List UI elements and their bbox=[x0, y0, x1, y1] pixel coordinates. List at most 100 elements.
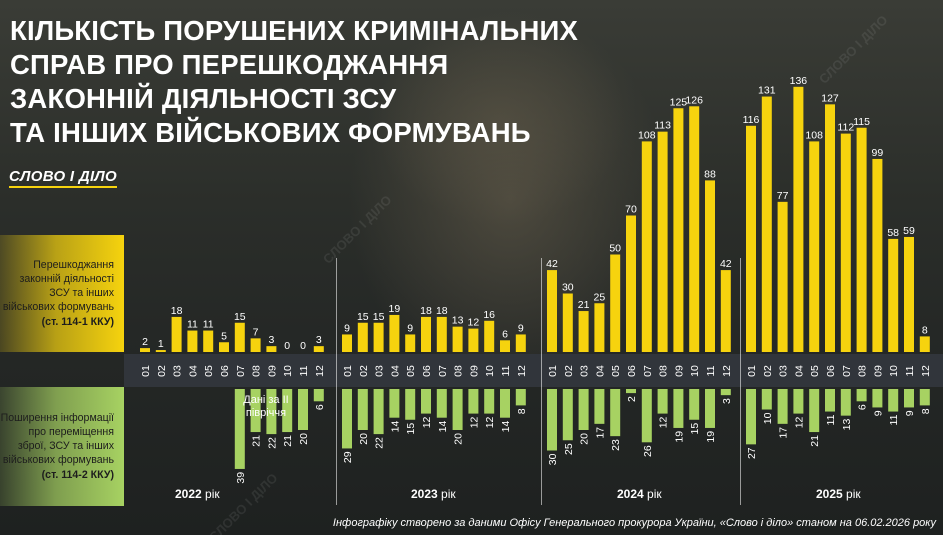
bar-114-1 bbox=[140, 348, 150, 352]
bar-114-1 bbox=[342, 334, 352, 352]
bar-114-1 bbox=[673, 108, 684, 352]
bar-value-label: 115 bbox=[853, 116, 870, 128]
bar-value-label: 25 bbox=[563, 443, 575, 455]
bar-value-label: 108 bbox=[805, 129, 823, 141]
bar-value-label: 9 bbox=[904, 410, 916, 416]
bar-value-label: 50 bbox=[609, 243, 621, 255]
month-tick-label: 03 bbox=[579, 365, 591, 377]
bar-value-label: 126 bbox=[685, 94, 703, 106]
bar-value-label: 19 bbox=[389, 303, 401, 315]
bar-value-label: 14 bbox=[389, 421, 401, 433]
title-line: ТА ІНШИХ ВІЙСЬКОВИХ ФОРМУВАНЬ bbox=[10, 117, 531, 148]
month-tick-label: 01 bbox=[140, 365, 152, 377]
month-tick-label: 11 bbox=[904, 365, 916, 376]
bar-114-2 bbox=[840, 389, 851, 416]
month-tick-label: 02 bbox=[762, 365, 774, 377]
month-tick-label: 09 bbox=[872, 365, 884, 377]
month-tick-label: 05 bbox=[203, 365, 215, 377]
bar-114-1 bbox=[641, 141, 652, 352]
month-tick-label: 03 bbox=[374, 365, 386, 377]
bar-114-1 bbox=[720, 270, 731, 352]
bar-114-1 bbox=[515, 334, 526, 352]
month-tick-label: 02 bbox=[563, 365, 575, 377]
bar-value-label: 15 bbox=[373, 311, 385, 323]
month-tick-label: 04 bbox=[389, 365, 401, 377]
bar-114-2 bbox=[562, 389, 573, 441]
month-tick-label: 07 bbox=[235, 365, 247, 377]
title-line: КІЛЬКІСТЬ ПОРУШЕНИХ КРИМІНАЛЬНИХ bbox=[10, 15, 579, 46]
bar-value-label: 116 bbox=[743, 114, 760, 126]
bar-value-label: 23 bbox=[610, 439, 622, 451]
bar-114-2 bbox=[373, 389, 384, 435]
month-tick-label: 06 bbox=[219, 365, 231, 377]
bar-value-label: 112 bbox=[837, 122, 854, 134]
bar-value-label: 6 bbox=[314, 404, 326, 410]
month-tick-label: 12 bbox=[314, 365, 326, 377]
bar-value-label: 11 bbox=[825, 414, 837, 425]
bar-114-2 bbox=[578, 389, 589, 430]
bar-114-1 bbox=[468, 328, 479, 352]
bar-114-2 bbox=[421, 389, 431, 414]
bar-value-label: 136 bbox=[790, 75, 808, 87]
month-tick-label: 09 bbox=[266, 365, 278, 377]
bar-114-1 bbox=[840, 133, 851, 352]
bar-114-2 bbox=[809, 389, 820, 433]
bar-114-1 bbox=[626, 215, 636, 352]
bar-value-label: 20 bbox=[453, 433, 465, 445]
bar-114-1 bbox=[689, 106, 700, 352]
bar-114-2 bbox=[761, 389, 772, 410]
bar-114-2 bbox=[342, 389, 352, 449]
bar-114-2 bbox=[872, 389, 883, 408]
bar-value-label: 15 bbox=[357, 311, 369, 323]
bar-114-2 bbox=[689, 389, 700, 420]
bar-value-label: 22 bbox=[266, 437, 278, 449]
bar-value-label: 6 bbox=[857, 404, 869, 410]
month-tick-label: 04 bbox=[793, 365, 805, 377]
bar-114-1 bbox=[436, 316, 447, 352]
bar-value-label: 29 bbox=[342, 451, 354, 463]
bar-114-1 bbox=[825, 104, 835, 352]
month-tick-label: 04 bbox=[187, 365, 199, 377]
bar-value-label: 12 bbox=[793, 416, 805, 428]
bar-value-label: 6 bbox=[502, 328, 508, 340]
bar-114-1 bbox=[187, 330, 198, 352]
bar-114-1 bbox=[155, 350, 166, 352]
bar-value-label: 18 bbox=[436, 305, 448, 317]
bar-value-label: 42 bbox=[546, 258, 558, 270]
title-line: СПРАВ ПРО ПЕРЕШКОДЖАННЯ bbox=[10, 49, 449, 80]
month-tick-label: 09 bbox=[468, 365, 480, 377]
bar-value-label: 17 bbox=[778, 427, 790, 439]
bar-114-2 bbox=[610, 389, 621, 437]
bar-114-1 bbox=[809, 141, 820, 352]
bar-value-label: 9 bbox=[872, 410, 884, 416]
month-tick-label: 10 bbox=[282, 365, 294, 377]
brand-logo: СЛОВО І ДІЛО bbox=[9, 168, 118, 188]
bar-value-label: 7 bbox=[253, 326, 259, 338]
bar-value-label: 18 bbox=[420, 305, 432, 317]
bar-114-1 bbox=[357, 322, 368, 352]
bar-value-label: 26 bbox=[642, 445, 654, 457]
bar-114-2 bbox=[720, 389, 731, 396]
bar-value-label: 15 bbox=[405, 423, 417, 435]
bar-114-1 bbox=[547, 270, 557, 352]
bar-value-label: 25 bbox=[594, 291, 606, 303]
bar-value-label: 13 bbox=[841, 418, 853, 430]
month-tick-label: 12 bbox=[920, 365, 932, 377]
bar-value-label: 12 bbox=[468, 317, 480, 329]
month-tick-label: 03 bbox=[778, 365, 790, 377]
month-tick-label: 03 bbox=[172, 365, 184, 377]
bar-value-label: 125 bbox=[670, 96, 688, 108]
bar-114-1 bbox=[313, 346, 324, 352]
month-tick-label: 08 bbox=[453, 365, 465, 377]
bar-114-2 bbox=[468, 389, 479, 414]
year-label-2024: 2024 рік bbox=[617, 487, 662, 501]
bar-value-label: 2 bbox=[626, 396, 638, 402]
bar-114-1 bbox=[610, 254, 621, 352]
bar-value-label: 8 bbox=[920, 408, 932, 414]
bar-114-2 bbox=[856, 389, 867, 402]
bar-value-label: 131 bbox=[758, 85, 776, 97]
bar-114-2 bbox=[888, 389, 899, 412]
month-tick-label: 10 bbox=[888, 365, 900, 377]
bar-value-label: 21 bbox=[578, 299, 590, 311]
